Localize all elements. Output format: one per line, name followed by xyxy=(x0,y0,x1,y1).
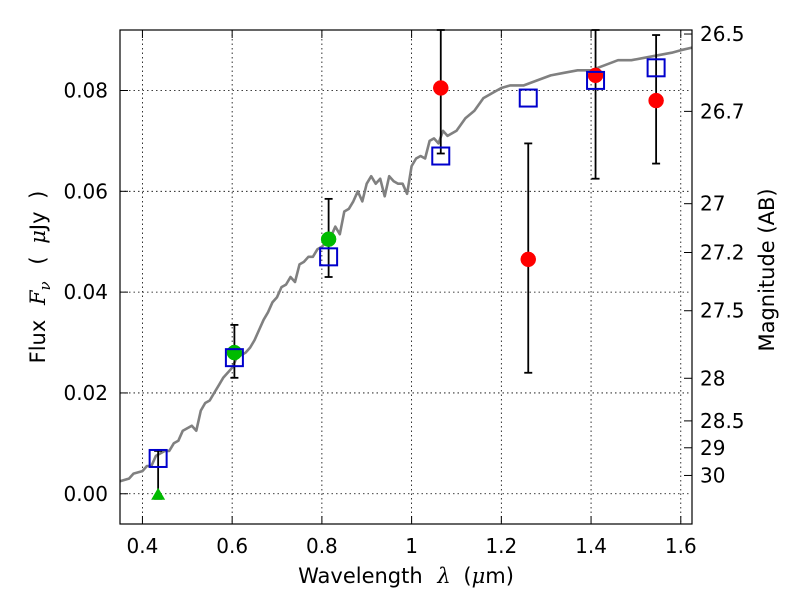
model-flux-square xyxy=(518,88,538,108)
magnitude-tick-label: 27.2 xyxy=(700,240,745,264)
y-tick-label: 0.00 xyxy=(63,482,108,506)
y-axis-unit-rest: Jy xyxy=(26,211,50,232)
y-axis-symbol: F xyxy=(26,289,50,306)
y-axis-unit-close: ) xyxy=(26,191,50,199)
red-point xyxy=(520,251,537,268)
x-axis-symbol: λ xyxy=(436,564,450,588)
x-tick-label: 0.8 xyxy=(306,534,338,558)
y-tick-label: 0.02 xyxy=(63,381,108,405)
y2-axis-title: Magnitude (AB) xyxy=(755,188,779,351)
grid xyxy=(120,30,692,524)
x-axis-label: Wavelength xyxy=(298,564,423,588)
y-tick-labels: 0.00 0.02 0.04 0.06 0.08 xyxy=(63,78,108,505)
green-point xyxy=(320,231,337,247)
x-tick-labels: 0.4 0.6 0.8 1 1.2 1.4 1.6 xyxy=(127,534,697,558)
green-point xyxy=(226,344,243,361)
model-flux-square xyxy=(224,348,244,368)
magnitude-tick-label: 28 xyxy=(700,366,725,390)
y-axis-unit-mu: μ xyxy=(26,230,50,244)
y-tick-label: 0.04 xyxy=(63,280,108,304)
model-spectrum-line xyxy=(119,46,693,483)
upper-limit-triangle xyxy=(151,487,166,500)
magnitude-tick-label: 29 xyxy=(700,436,725,460)
magnitude-tick-label: 30 xyxy=(700,463,725,487)
model-flux-square xyxy=(148,448,168,468)
red-point xyxy=(648,92,664,109)
plot-frame xyxy=(119,29,693,525)
x-tick-label: 1 xyxy=(405,534,418,558)
y-tick-label: 0.08 xyxy=(63,78,108,102)
x-axis-unit-mu: μ xyxy=(472,564,486,588)
y-axis-title: Flux Fν ( μJy ) xyxy=(26,191,55,364)
x-tick-label: 1.6 xyxy=(665,534,697,558)
x-axis-unit-rest: m) xyxy=(485,564,514,588)
magnitude-tick-label: 27 xyxy=(700,192,725,216)
red-point xyxy=(433,80,449,96)
y-axis-label: Flux xyxy=(26,320,50,364)
y-axis-unit-open: ( xyxy=(26,256,50,264)
magnitude-tick-labels: 26.5 26.7 27 27.2 27.5 28 28.5 29 30 xyxy=(700,22,745,487)
magnitude-tick-label: 26.7 xyxy=(700,99,745,123)
model-flux-square xyxy=(586,70,606,90)
errorbar-layer xyxy=(154,29,661,500)
model-flux-square xyxy=(319,247,339,267)
magnitude-tick-label: 27.5 xyxy=(700,299,745,323)
model-flux-square xyxy=(646,58,666,78)
x-tick-label: 0.6 xyxy=(216,534,248,558)
magnitude-tick-label: 28.5 xyxy=(700,409,745,433)
model-flux-square xyxy=(431,146,451,166)
y-tick-label: 0.06 xyxy=(63,179,108,203)
x-tick-label: 1.4 xyxy=(575,534,607,558)
model-spectrum-layer xyxy=(119,46,693,483)
tick-marks xyxy=(120,30,692,524)
red-point xyxy=(587,67,604,84)
x-axis-title: Wavelength λ (μm) xyxy=(298,564,514,588)
marker-layer xyxy=(148,58,666,500)
x-tick-label: 0.4 xyxy=(127,534,159,558)
x-tick-label: 1.2 xyxy=(485,534,517,558)
magnitude-tick-label: 26.5 xyxy=(700,22,745,46)
y-axis-subscript: ν xyxy=(36,281,54,290)
x-axis-unit-open: ( xyxy=(463,564,471,588)
